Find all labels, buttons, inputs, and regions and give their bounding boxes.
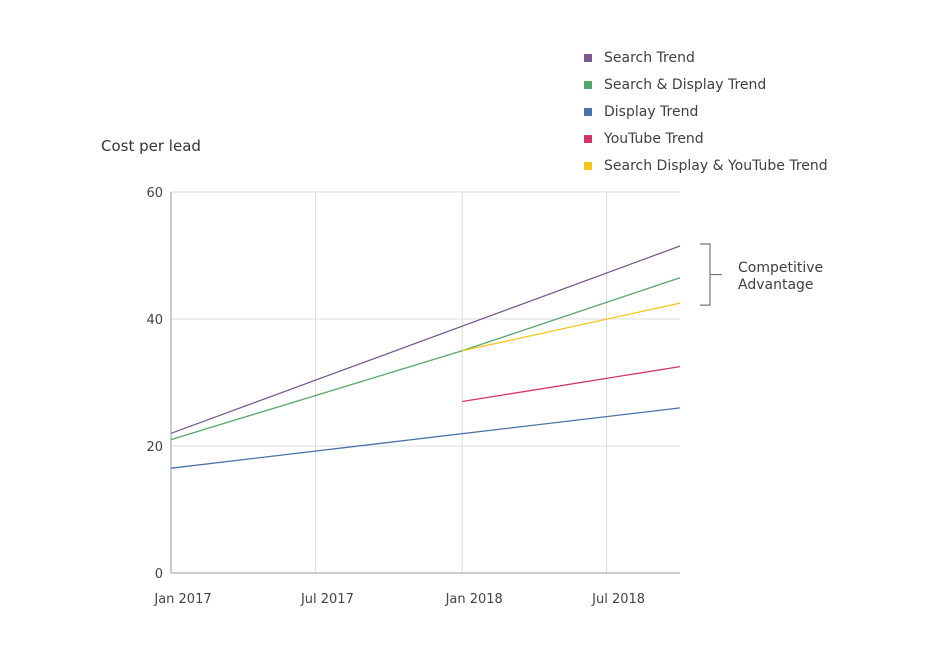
annotation-line-1: Competitive xyxy=(738,260,824,276)
legend-item: Search Trend xyxy=(584,48,828,75)
x-tick-label: Jan 2017 xyxy=(153,592,211,607)
chart-series xyxy=(170,245,681,469)
series-line xyxy=(170,277,681,441)
y-axis-label: Cost per lead xyxy=(101,137,201,155)
y-tick-label: 0 xyxy=(155,567,163,582)
y-tick-label: 20 xyxy=(146,440,163,455)
series-line xyxy=(170,407,681,469)
legend-label: Search Trend xyxy=(604,50,695,66)
series-line xyxy=(462,302,681,352)
chart-grid xyxy=(171,191,680,573)
legend-item: Search Display & YouTube Trend xyxy=(584,156,828,183)
annotation-line-2: Advantage xyxy=(738,277,814,293)
series-line xyxy=(462,365,681,403)
bracket-shape xyxy=(700,243,711,306)
x-tick-label: Jul 2017 xyxy=(300,592,354,607)
competitive-advantage-annotation: Competitive Advantage xyxy=(738,260,823,294)
legend-swatch xyxy=(584,54,592,62)
legend-label: Display Trend xyxy=(604,104,699,120)
chart-axes xyxy=(170,192,680,574)
legend-item: YouTube Trend xyxy=(584,129,828,156)
legend-swatch xyxy=(584,135,592,143)
x-tick-label: Jan 2018 xyxy=(445,592,503,607)
legend-swatch xyxy=(584,108,592,116)
legend-label: YouTube Trend xyxy=(604,131,704,147)
series-line xyxy=(170,245,681,434)
chart-legend: Search Trend Search & Display Trend Displa… xyxy=(584,48,828,183)
legend-swatch xyxy=(584,81,592,89)
y-tick-label: 40 xyxy=(146,313,163,328)
legend-item: Display Trend xyxy=(584,102,828,129)
competitive-advantage-bracket xyxy=(700,243,722,306)
chart-ticks: 0 20 40 60 Jan 2017 Jul 2017 Jan 2018 Jul 2018 xyxy=(146,186,645,607)
x-tick-label: Jul 2018 xyxy=(591,592,645,607)
y-tick-label: 60 xyxy=(146,186,163,201)
legend-label: Search & Display Trend xyxy=(604,77,767,93)
legend-swatch xyxy=(584,162,592,170)
legend-label: Search Display & YouTube Trend xyxy=(604,158,828,174)
legend-item: Search & Display Trend xyxy=(584,75,828,102)
